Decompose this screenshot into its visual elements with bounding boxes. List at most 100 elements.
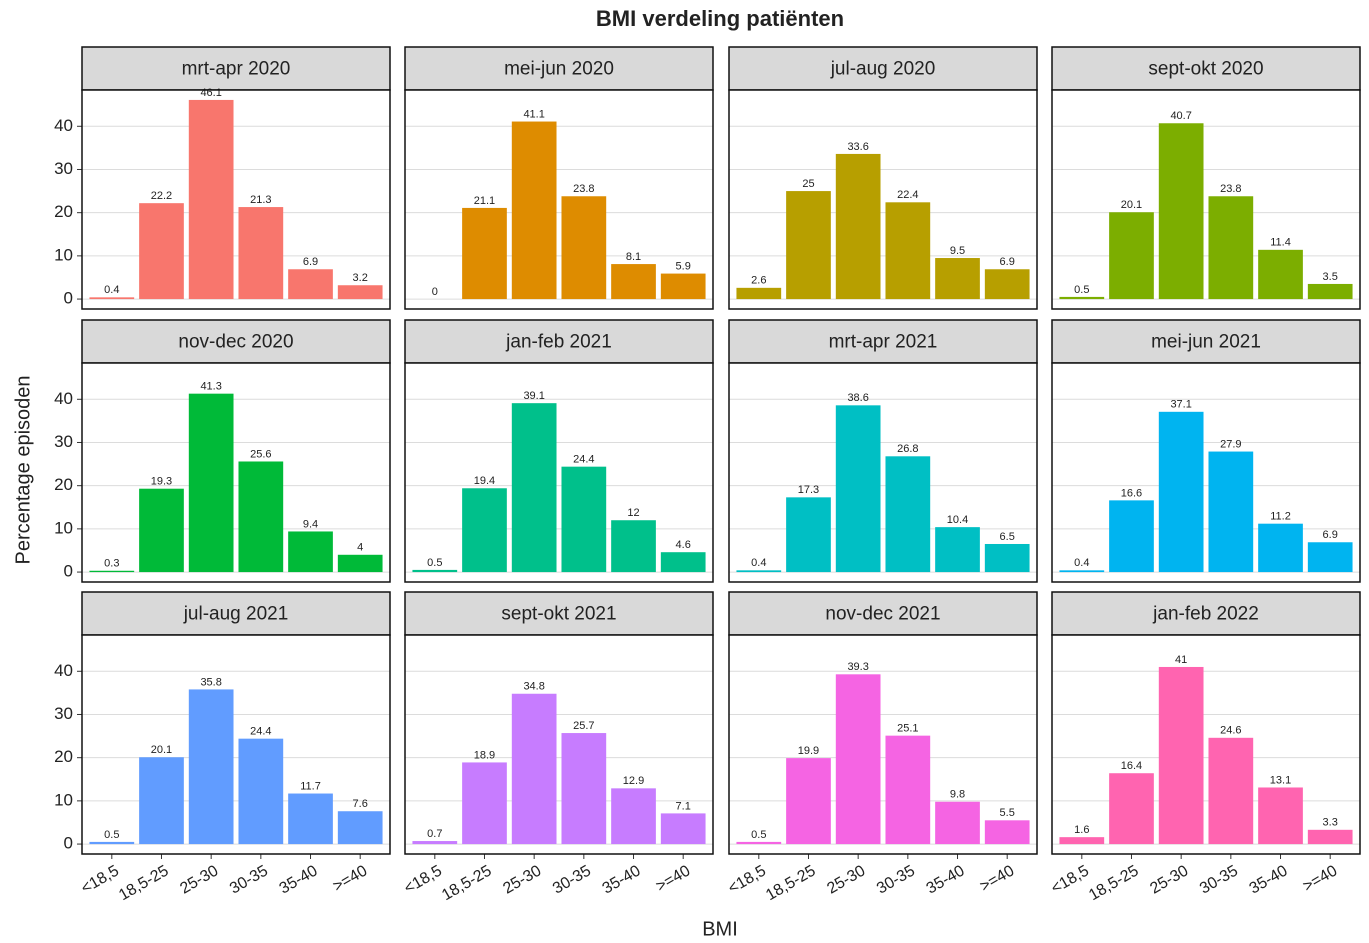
panel-title: jul-aug 2021 [183,604,289,625]
y-tick-label: 0 [64,834,73,853]
bar [1208,451,1254,573]
bar [660,273,706,300]
panel-title: sept-okt 2021 [501,604,616,625]
bar [885,456,931,573]
chart-title: BMI verdeling patiënten [596,6,844,31]
bar [1109,500,1154,573]
value-label: 19.3 [151,476,172,488]
y-tick-label: 30 [54,704,73,723]
bar [786,497,831,573]
strip [404,319,714,364]
x-tick-label: 18,5-25 [439,862,495,904]
panel-background [82,363,390,582]
value-label: 27.9 [1220,438,1241,450]
y-tick-label: 40 [54,389,73,408]
value-label: 13.1 [1270,774,1291,786]
value-label: 6.5 [1000,531,1015,543]
bar [885,735,931,845]
value-label: 21.1 [474,195,495,207]
bar [89,570,135,573]
value-label: 3.3 [1323,817,1338,829]
strip [404,591,714,636]
strip [81,591,391,636]
bar [238,461,284,573]
value-label: 0.4 [751,557,766,569]
bar [238,207,284,300]
bar [511,693,557,845]
value-label: 38.6 [847,392,868,404]
value-label: 10.4 [947,514,968,526]
y-tick-label: 30 [54,159,73,178]
bar [462,207,507,300]
value-label: 41.1 [523,108,544,120]
value-label: 9.4 [303,518,318,530]
bar [1059,837,1105,845]
bar [561,196,607,300]
panel-title: mrt-apr 2020 [182,59,291,80]
value-label: 4.6 [676,539,691,551]
bar [935,258,980,300]
value-label: 0.5 [1074,284,1089,296]
value-label: 17.3 [798,484,819,496]
value-label: 22.2 [151,190,172,202]
y-axis-label: Percentage episoden [12,375,34,564]
bar [611,264,656,300]
value-label: 25 [802,178,814,190]
x-tick-label: 30-35 [874,862,918,897]
bar [188,99,234,300]
x-axis-label: BMI [702,918,738,940]
panel-title: sept-okt 2020 [1148,59,1263,80]
bar [288,793,333,845]
panel-title: nov-dec 2020 [178,332,293,353]
value-label: 12.9 [623,775,644,787]
value-label: 21.3 [250,194,271,206]
value-label: 18.9 [474,749,495,761]
panel-border [404,634,714,855]
bar [238,738,284,845]
panel-title: mei-jun 2020 [504,59,614,80]
x-tick-label: 18,5-25 [116,862,172,904]
value-label: 2.6 [751,275,766,287]
x-tick-label: <18,5 [725,862,769,897]
x-tick-label: 35-40 [600,862,644,897]
value-label: 0.5 [104,829,119,841]
panel-border [728,362,1038,583]
x-tick-label: >=40 [1300,862,1340,895]
y-tick-label: 10 [54,518,73,537]
panel-title: jan-feb 2021 [505,332,612,353]
value-label: 39.1 [523,390,544,402]
value-label: 6.9 [303,256,318,268]
value-label: 24.6 [1220,725,1241,737]
y-tick-label: 20 [54,475,73,494]
x-tick-label: 18,5-25 [1086,862,1142,904]
panel-background [405,363,713,582]
x-tick-label: <18,5 [78,862,122,897]
bar [511,403,557,573]
value-label: 37.1 [1170,399,1191,411]
y-tick-label: 0 [64,562,73,581]
panel-background [82,90,390,309]
bar [935,801,980,845]
bar [1158,411,1204,573]
y-tick-label: 40 [54,661,73,680]
bar [736,570,782,573]
panel-title: mei-jun 2021 [1151,332,1261,353]
bar [89,841,135,845]
value-label: 6.9 [1000,256,1015,268]
value-label: 19.9 [798,745,819,757]
value-label: 8.1 [626,251,641,263]
value-label: 9.8 [950,789,965,801]
value-label: 9.5 [950,245,965,257]
y-tick-label: 10 [54,790,73,809]
x-tick-label: 30-35 [550,862,594,897]
bar [1307,542,1353,573]
value-label: 25.7 [573,720,594,732]
value-label: 34.8 [523,681,544,693]
panel-border [404,362,714,583]
bar [1059,296,1105,300]
x-tick-label: 25-30 [500,862,544,897]
value-label: 16.6 [1121,487,1142,499]
bar [835,405,881,573]
y-tick-label: 30 [54,432,73,451]
x-tick-label: 25-30 [177,862,221,897]
